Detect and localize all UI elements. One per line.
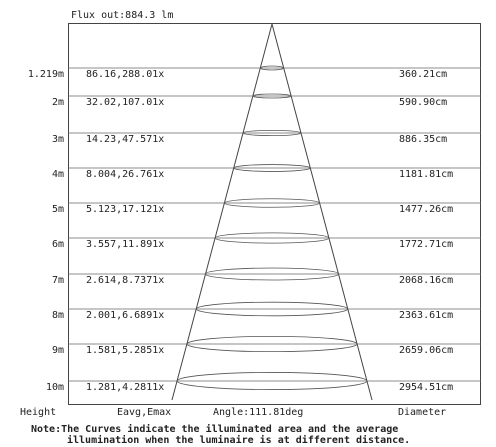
row-illum-value: 8.004,26.761x bbox=[86, 169, 165, 180]
row-illum-value: 1.281,4.2811x bbox=[86, 382, 165, 393]
footer-diameter-label: Diameter bbox=[398, 407, 447, 418]
beam-ellipse bbox=[176, 372, 368, 390]
row-diameter-value: 360.21cm bbox=[399, 69, 448, 80]
row-height-label: 6m bbox=[51, 239, 64, 250]
footer-eavg-label: Eavg,Emax bbox=[117, 407, 172, 418]
row-illum-value: 32.02,107.01x bbox=[86, 97, 165, 108]
row-height-label: 2m bbox=[51, 97, 64, 108]
row-height-label: 7m bbox=[51, 275, 64, 286]
row-illum-value: 2.614,8.7371x bbox=[86, 275, 165, 286]
row-illum-value: 5.123,17.121x bbox=[86, 204, 165, 215]
row-illum-value: 14.23,47.571x bbox=[86, 134, 165, 145]
cone-left-edge bbox=[171, 23, 273, 401]
flux-label: Flux out:884.3 lm bbox=[71, 10, 174, 21]
row-diameter-value: 886.35cm bbox=[399, 134, 448, 145]
row-height-label: 3m bbox=[51, 134, 64, 145]
row-height-label: 4m bbox=[51, 169, 64, 180]
note-line-2: illumination when the luminaire is at di… bbox=[67, 435, 411, 446]
row-height-label: 8m bbox=[51, 310, 64, 321]
beam-ellipse bbox=[252, 93, 292, 99]
beam-ellipse bbox=[205, 267, 339, 281]
row-illum-value: 1.581,5.2851x bbox=[86, 345, 165, 356]
beam-ellipse bbox=[242, 129, 302, 137]
beam-ellipse bbox=[186, 335, 358, 353]
note-line-1: Note:The Curves indicate the illuminated… bbox=[31, 424, 399, 435]
beam-ellipse bbox=[233, 164, 311, 172]
row-illum-value: 3.557,11.891x bbox=[86, 239, 165, 250]
row-diameter-value: 2068.16cm bbox=[399, 275, 454, 286]
row-diameter-value: 1477.26cm bbox=[399, 204, 454, 215]
row-diameter-value: 1181.81cm bbox=[399, 169, 454, 180]
beam-ellipse bbox=[223, 198, 321, 208]
row-height-label: 10m bbox=[45, 382, 64, 393]
row-illum-value: 2.001,6.6891x bbox=[86, 310, 165, 321]
row-diameter-value: 2659.06cm bbox=[399, 345, 454, 356]
row-diameter-value: 1772.71cm bbox=[399, 239, 454, 250]
beam-ellipse bbox=[259, 65, 285, 71]
footer-height-label: Height bbox=[20, 407, 57, 418]
row-diameter-value: 2363.61cm bbox=[399, 310, 454, 321]
beam-ellipse bbox=[195, 301, 349, 317]
beam-ellipse bbox=[214, 232, 330, 244]
row-illum-value: 86.16,288.01x bbox=[86, 69, 165, 80]
row-diameter-value: 590.90cm bbox=[399, 97, 448, 108]
cone-right-edge bbox=[271, 23, 373, 401]
footer-angle-label: Angle:111.81deg bbox=[213, 407, 304, 418]
diagram-frame bbox=[68, 23, 481, 405]
row-diameter-value: 2954.51cm bbox=[399, 382, 454, 393]
row-height-label: 9m bbox=[51, 345, 64, 356]
row-height-label: 1.219m bbox=[27, 69, 64, 80]
row-height-label: 5m bbox=[51, 204, 64, 215]
